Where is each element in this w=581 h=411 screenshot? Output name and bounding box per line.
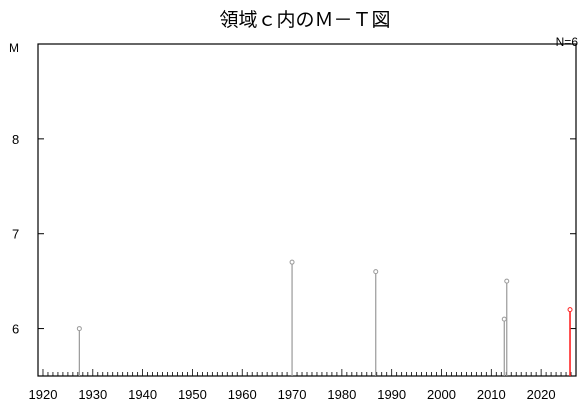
event-point <box>501 316 507 322</box>
x-tick-label: 1930 <box>78 387 107 402</box>
y-tick-label: 7 <box>12 227 19 242</box>
plot-frame <box>37 43 577 377</box>
event-point <box>76 326 82 332</box>
y-tick-label: 6 <box>12 322 19 337</box>
x-tick-label: 1960 <box>228 387 257 402</box>
x-axis: 1920 1930 1940 1950 1960 1970 1980 1990 2000 2010… <box>29 369 577 402</box>
chart-title: 領域ｃ内のＭ－Ｔ図 <box>219 9 390 31</box>
y-axis-label: M <box>9 41 19 55</box>
stems <box>76 259 573 376</box>
event-point <box>289 259 295 265</box>
x-tick-label: 2020 <box>527 387 556 402</box>
x-tick-label: 1990 <box>377 387 406 402</box>
x-tick-label: 1970 <box>278 387 307 402</box>
x-tick-label: 2000 <box>427 387 456 402</box>
y-axis: 6 7 8 <box>12 132 576 337</box>
x-tick-label: 1980 <box>327 387 356 402</box>
count-label: N=6 <box>556 35 579 49</box>
event-point <box>373 269 379 275</box>
y-tick-label: 8 <box>12 132 19 147</box>
x-tick-label: 1940 <box>128 387 157 402</box>
x-tick-label: 1950 <box>178 387 207 402</box>
x-tick-label: 1920 <box>29 387 58 402</box>
latest-event-point <box>567 307 573 313</box>
event-point <box>504 278 510 284</box>
x-tick-label: 2010 <box>477 387 506 402</box>
